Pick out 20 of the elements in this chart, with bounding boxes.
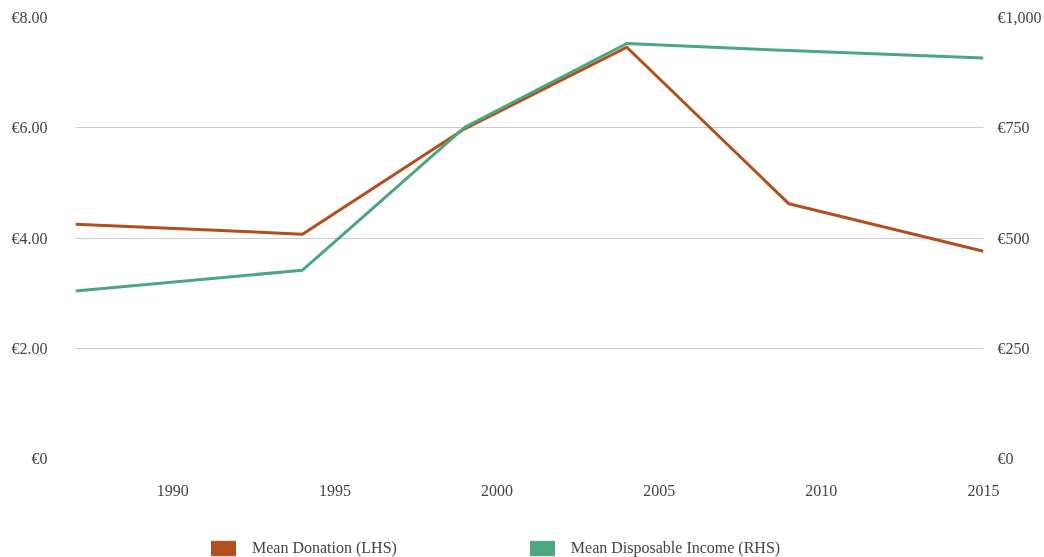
y2-tick-label: €750 [997,119,1030,137]
x-tick-label: 2005 [643,481,676,499]
x-tick-label: 2000 [481,481,514,499]
y-tick-label: €4.00 [11,229,48,247]
y-tick-label: €8.00 [11,9,48,26]
y2-tick-label: €500 [997,229,1030,247]
x-tick-label: 1995 [318,481,351,499]
y-tick-label: €6.00 [11,119,48,137]
y2-tick-label: €0 [997,450,1014,467]
x-tick-label: 1990 [156,481,189,499]
x-tick-label: 2015 [967,481,1000,499]
legend-label: Mean Disposable Income (RHS) [570,539,781,557]
line-series [75,42,984,293]
y2-tick-label: €250 [997,339,1030,357]
legend-label: Mean Donation (LHS) [252,539,397,557]
y-tick-label: €0 [31,450,48,467]
y2-tick-label: €1,000 [997,9,1042,26]
y-tick-label: €2.00 [11,339,48,357]
x-tick-label: 2010 [805,481,838,499]
line-series [75,45,984,253]
